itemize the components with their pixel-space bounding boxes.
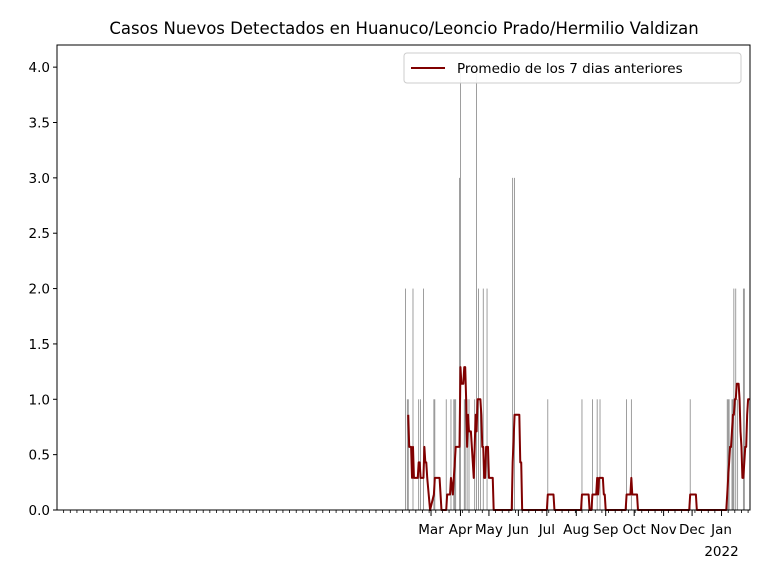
legend-entry-label: Promedio de los 7 dias anteriores [457, 61, 683, 77]
plot-frame [56, 44, 751, 511]
bar [463, 399, 465, 510]
y-tick-label: 3.5 [29, 116, 50, 132]
x-tick-label: Nov [650, 522, 676, 538]
bar [464, 399, 466, 510]
bar [476, 67, 477, 510]
x-tick-label: Dec [679, 522, 705, 538]
bar [626, 399, 627, 510]
bar [547, 399, 549, 510]
bar [468, 399, 470, 510]
line-layer [407, 366, 750, 511]
x-tick-label: Oct [623, 522, 646, 538]
y-tick-label: 2.0 [29, 282, 50, 298]
bar [581, 399, 583, 510]
bar [486, 288, 488, 510]
bar [423, 288, 424, 510]
bar [420, 399, 421, 510]
bar [405, 288, 406, 510]
bar [742, 288, 744, 510]
bar [726, 399, 728, 510]
y-tick-label: 3.0 [29, 171, 50, 187]
bar [727, 399, 729, 510]
legend-frame [403, 52, 742, 84]
y-tick-label: 1.5 [29, 337, 50, 353]
bar [480, 399, 481, 510]
bar [732, 399, 734, 510]
bar [689, 399, 691, 510]
plot-area [57, 45, 750, 510]
bar [592, 399, 593, 510]
bar [512, 177, 514, 511]
legend: Promedio de los 7 dias anteriores [403, 52, 742, 84]
bar [459, 177, 460, 511]
bar [743, 288, 745, 510]
bar [407, 399, 409, 510]
bar [596, 399, 598, 510]
bar [514, 177, 515, 511]
bar [450, 399, 452, 510]
bar [433, 399, 435, 510]
axes-layer: 0.0 0.5 1.0 1.5 2.0 2.5 3.0 3.5 4.0 Mar Apr May Jun J… [29, 44, 751, 560]
y-tick-label: 0.5 [29, 448, 50, 464]
bar [466, 399, 468, 510]
y-tick-label: 1.0 [29, 392, 50, 408]
x-tick-label: Mar [418, 522, 444, 538]
x-tick-label: May [475, 522, 503, 538]
bar [418, 399, 420, 510]
x-tick-label: Jul [538, 522, 555, 538]
y-tick-label: 2.5 [29, 226, 50, 242]
bar [482, 288, 484, 510]
chart-title: Casos Nuevos Detectados en Huanuco/Leonc… [109, 19, 698, 38]
bar [599, 399, 601, 510]
y-tick-label: 0.0 [29, 503, 50, 519]
bar [406, 399, 408, 510]
bar [445, 399, 447, 510]
bar [434, 399, 436, 510]
x-tick-label: Jun [507, 522, 529, 538]
bar [731, 399, 733, 510]
x-tick-label: Aug [563, 522, 589, 538]
x-tick-sublabel: 2022 [704, 544, 738, 560]
bar [737, 399, 739, 510]
x-tick-label: Sep [593, 522, 618, 538]
y-tick-label: 4.0 [29, 60, 50, 76]
bar [412, 288, 414, 510]
bar [630, 399, 632, 510]
bar [460, 67, 461, 510]
bar [453, 399, 455, 510]
x-tick-label: Jan [710, 522, 732, 538]
x-tick-label: Apr [449, 522, 473, 538]
series-line-7-day-average [407, 366, 750, 511]
